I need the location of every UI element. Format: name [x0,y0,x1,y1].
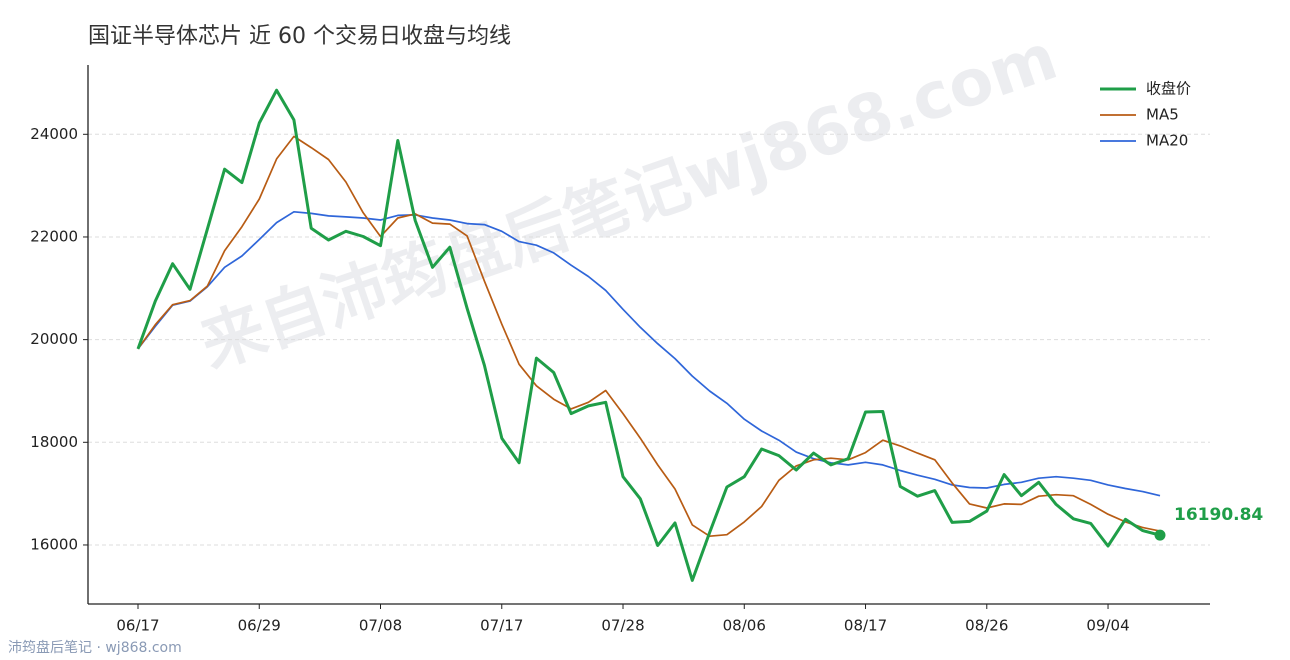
watermark: 来自沛筠盘后笔记wj868.com [192,20,1067,383]
x-tick-label: 09/04 [1086,617,1129,635]
x-tick-label: 08/17 [844,617,887,635]
chart-title: 国证半导体芯片 近 60 个交易日收盘与均线 [88,24,511,49]
x-tick-label: 08/06 [723,617,766,635]
x-tick-label: 07/28 [601,617,644,635]
x-tick-label: 07/17 [480,617,523,635]
x-tick-label: 06/29 [238,617,281,635]
y-tick-label: 16000 [30,535,78,553]
last-value-label: 16190.84 [1174,505,1263,525]
x-tick-label: 08/26 [965,617,1008,635]
legend-label: MA5 [1146,106,1179,124]
x-tick-label: 06/17 [116,617,159,635]
y-tick-label: 20000 [30,330,78,348]
footer: 沛筠盘后笔记 · wj868.com [8,639,182,656]
y-tick-label: 22000 [30,227,78,245]
series-line [136,88,1161,582]
y-tick-label: 18000 [30,433,78,451]
legend-label: MA20 [1146,132,1188,150]
x-tick-label: 07/08 [359,617,402,635]
last-point [1154,529,1166,541]
y-tick-label: 24000 [30,125,78,143]
legend-label: 收盘价 [1146,80,1191,98]
